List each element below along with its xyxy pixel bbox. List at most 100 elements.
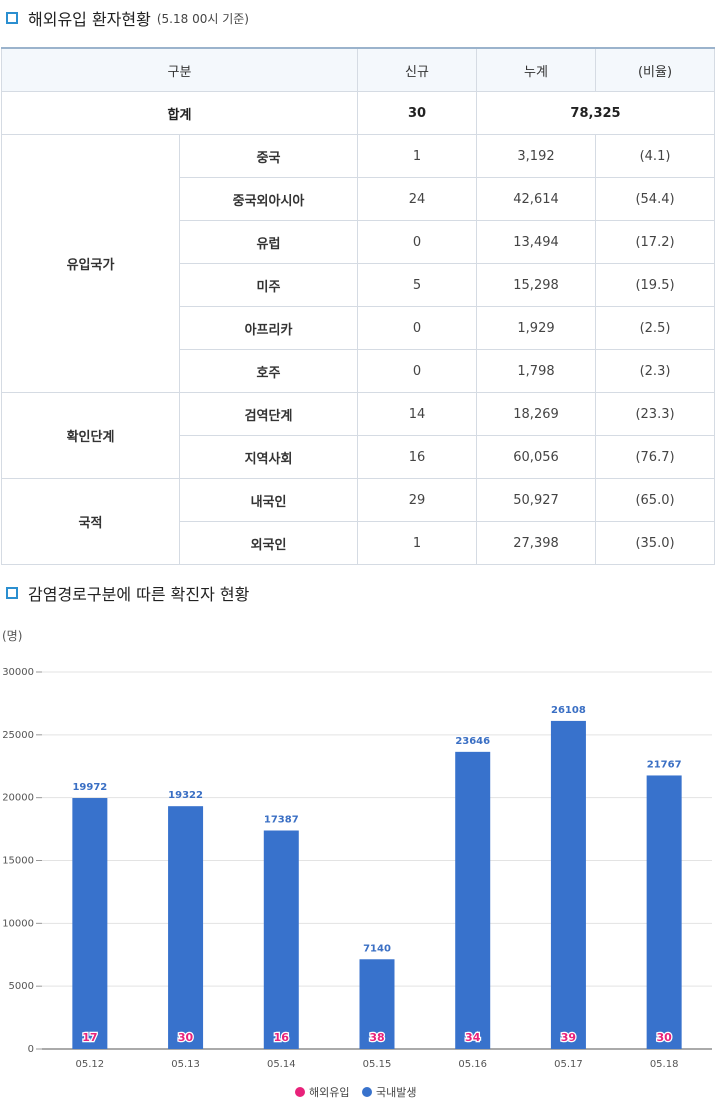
row-new: 5: [357, 263, 478, 307]
legend-overseas-icon[interactable]: [295, 1087, 305, 1097]
row-label: 지역사회: [178, 435, 359, 479]
row-new: 29: [357, 478, 478, 522]
row-ratio: (19.5): [595, 263, 716, 307]
x-tick-label: 05.13: [171, 1059, 200, 1070]
table-row: 유입국가 중국 1 3,192 (4.1): [1, 134, 716, 393]
row-ratio: (23.3): [595, 392, 716, 436]
x-tick-label: 05.18: [650, 1059, 679, 1070]
bar-domestic: [646, 775, 682, 1049]
x-tick-label: 05.16: [458, 1059, 487, 1070]
row-new: 24: [357, 177, 478, 221]
bar-value-label: 19972: [72, 782, 107, 793]
section-subtitle: (5.18 00시 기준): [156, 11, 249, 26]
bar-value-label: 21767: [647, 759, 682, 770]
row-label: 유럽: [178, 220, 359, 264]
infection-route-bar-chart: (명) 0 5000 10000 15000 20000 25000 30000 19972 17…: [2, 629, 712, 1099]
row-new: 0: [357, 220, 478, 264]
overseas-value-label: 39: [561, 1031, 576, 1044]
row-new: 1: [357, 521, 478, 565]
row-cumulative: 27,398: [476, 521, 597, 565]
header-cumulative: 누계: [476, 47, 597, 92]
y-tick-label: 0: [28, 1044, 34, 1055]
bar-value-label: 17387: [264, 815, 299, 826]
row-ratio: (17.2): [595, 220, 716, 264]
y-unit-label: (명): [2, 629, 22, 643]
row-cumulative: 15,298: [476, 263, 597, 307]
section-title-text: 해외유입 환자현황: [28, 10, 151, 29]
total-cumulative: 78,325: [476, 91, 716, 135]
overseas-value-label: 17: [82, 1031, 97, 1044]
group-label: 확인단계: [1, 392, 180, 479]
table-row: 중국외아시아 24 42,614 (54.4): [2, 177, 716, 221]
square-bullet-icon: [6, 587, 18, 599]
table-row: 외국인 1 27,398 (35.0): [2, 521, 716, 565]
row-label: 호주: [178, 349, 359, 393]
header-ratio: (비율): [595, 47, 716, 92]
row-cumulative: 3,192: [476, 134, 597, 178]
row-new: 14: [357, 392, 478, 436]
row-ratio: (35.0): [595, 521, 716, 565]
table-row: 호주 0 1,798 (2.3): [2, 349, 716, 393]
y-tick-label: 5000: [9, 981, 34, 992]
x-tick-label: 05.12: [76, 1059, 105, 1070]
row-ratio: (76.7): [595, 435, 716, 479]
row-label: 외국인: [178, 521, 359, 565]
row-label: 중국외아시아: [178, 177, 359, 221]
table-row: 확인단계 검역단계 14 18,269 (23.3): [1, 392, 716, 479]
row-cumulative: 1,929: [476, 306, 597, 350]
total-label: 합계: [0, 91, 359, 135]
row-new: 0: [357, 306, 478, 350]
bar-domestic: [72, 798, 108, 1049]
y-tick-label: 20000: [2, 793, 34, 804]
row-cumulative: 1,798: [476, 349, 597, 393]
row-cumulative: 60,056: [476, 435, 597, 479]
header-category: 구분: [0, 47, 359, 92]
table-row: 지역사회 16 60,056 (76.7): [2, 435, 716, 479]
row-new: 0: [357, 349, 478, 393]
row-cumulative: 42,614: [476, 177, 597, 221]
row-new: 1: [357, 134, 478, 178]
section-title-overseas: 해외유입 환자현황 (5.18 00시 기준): [6, 6, 249, 30]
table-row: 국적 내국인 29 50,927 (65.0): [1, 478, 716, 565]
row-label: 내국인: [178, 478, 359, 522]
total-row: 합계 30 78,325: [0, 91, 716, 135]
bar-domestic: [168, 806, 204, 1049]
overseas-value-label: 16: [274, 1031, 290, 1044]
row-cumulative: 50,927: [476, 478, 597, 522]
x-tick-label: 05.14: [267, 1059, 296, 1070]
bar-value-label: 26108: [551, 705, 586, 716]
bar-domestic: [550, 720, 586, 1049]
row-ratio: (65.0): [595, 478, 716, 522]
overseas-value-label: 34: [465, 1031, 481, 1044]
section-title-infection-route: 감염경로구분에 따른 확진자 현황: [6, 581, 249, 605]
overseas-status-table: 구분 신규 누계 (비율) 합계 30 78,325 유입국가 중국 1 3,192(…: [0, 47, 716, 565]
overseas-value-label: 30: [656, 1031, 672, 1044]
table-row: 유럽 0 13,494 (17.2): [2, 220, 716, 264]
row-label: 중국: [178, 134, 359, 178]
table-row: 미주 5 15,298 (19.5): [2, 263, 716, 307]
row-label: 아프리카: [178, 306, 359, 350]
x-tick-label: 05.17: [554, 1059, 583, 1070]
x-tick-label: 05.15: [363, 1059, 392, 1070]
legend-overseas-label[interactable]: 해외유입: [309, 1085, 349, 1099]
row-label: 검역단계: [178, 392, 359, 436]
row-label: 미주: [178, 263, 359, 307]
table-header-row: 구분 신규 누계 (비율): [0, 47, 716, 92]
overseas-value-label: 30: [178, 1031, 194, 1044]
y-tick-label: 30000: [2, 667, 34, 678]
y-tick-label: 25000: [2, 730, 34, 741]
row-ratio: (54.4): [595, 177, 716, 221]
y-tick-label: 15000: [2, 856, 34, 867]
row-cumulative: 13,494: [476, 220, 597, 264]
row-ratio: (2.5): [595, 306, 716, 350]
group-label: 국적: [1, 478, 180, 565]
row-ratio: (2.3): [595, 349, 716, 393]
header-new: 신규: [357, 47, 478, 92]
legend-domestic-icon[interactable]: [362, 1087, 372, 1097]
row-ratio: (4.1): [595, 134, 716, 178]
legend-domestic-label[interactable]: 국내발생: [376, 1086, 416, 1099]
row-cumulative: 18,269: [476, 392, 597, 436]
overseas-value-label: 38: [369, 1031, 384, 1044]
section-title-text: 감염경로구분에 따른 확진자 현황: [28, 585, 250, 604]
bar-value-label: 23646: [455, 736, 490, 747]
